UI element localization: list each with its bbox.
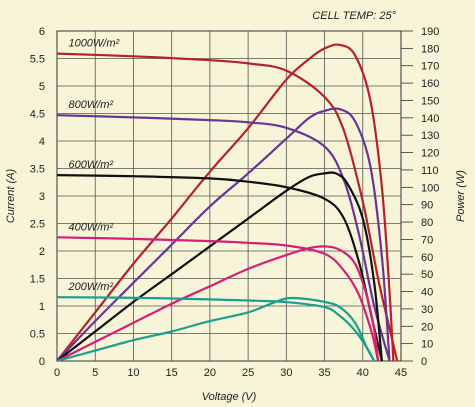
x-tick-label: 45: [395, 367, 407, 379]
tick-labels: 0 5 10 15 20 25 30 35 40 45 0 0.5 1 1.5 2 2.5 3 3.5 4 4.5 5 5…: [30, 26, 440, 379]
y-axis-right-title: Power (W): [455, 170, 467, 222]
y-right-tick-label: 20: [421, 321, 433, 333]
y-right-tick-label: 10: [421, 339, 433, 351]
y-right-tick-label: 100: [421, 182, 439, 194]
x-tick-label: 10: [127, 367, 139, 379]
y-left-tick-label: 5.5: [30, 54, 45, 66]
series-lines: [56, 43, 399, 363]
y-left-tick-label: 1.5: [30, 274, 45, 286]
y-right-tick-label: 80: [421, 217, 433, 229]
y-left-tick-label: 6: [39, 26, 45, 38]
x-tick-label: 20: [204, 367, 216, 379]
y-right-tick-label: 50: [421, 269, 433, 281]
irradiance-label: 800W/m²: [68, 99, 113, 111]
y-right-tick-label: 30: [421, 304, 433, 316]
y-right-tick-label: 40: [421, 287, 433, 299]
y-right-tick-label: 160: [421, 78, 439, 90]
x-tick-label: 40: [357, 367, 369, 379]
irradiance-label: 200W/m²: [67, 281, 113, 293]
y-axis-left-title: Current (A): [5, 168, 17, 223]
y-right-tick-label: 120: [421, 148, 439, 160]
y-left-tick-label: 4.5: [30, 109, 45, 121]
irradiance-label: 600W/m²: [68, 159, 113, 171]
y-left-tick-label: 1: [39, 301, 45, 313]
power-curve: [56, 43, 395, 362]
y-right-tick-label: 130: [421, 130, 439, 142]
y-left-tick-label: 4: [39, 136, 45, 148]
y-right-tick-label: 170: [421, 61, 439, 73]
irradiance-label: 1000W/m²: [68, 38, 119, 50]
x-tick-label: 15: [166, 367, 178, 379]
y-right-tick-label: 180: [421, 43, 439, 55]
y-right-tick-label: 90: [421, 200, 433, 212]
y-left-tick-label: 0: [39, 356, 45, 368]
power-curve: [56, 245, 380, 362]
series-labels: 1000W/m² 800W/m² 600W/m² 400W/m² 200W/m²: [67, 38, 119, 294]
y-right-tick-label: 140: [421, 113, 439, 125]
y-left-tick-label: 2: [39, 246, 45, 258]
y-right-tick-label: 110: [421, 165, 439, 177]
y-right-tick-label: 150: [421, 95, 439, 107]
x-tick-label: 35: [318, 367, 330, 379]
x-tick-label: 25: [242, 367, 254, 379]
y-right-tick-label: 70: [421, 234, 433, 246]
power-curve: [56, 107, 391, 362]
current-curve: [56, 114, 391, 362]
y-left-tick-label: 3: [39, 191, 45, 203]
grid: [57, 31, 401, 361]
y-right-tick-label: 190: [421, 26, 439, 38]
y-left-tick-label: 3.5: [30, 164, 45, 176]
cell-temp-annotation: CELL TEMP: 25°: [312, 10, 396, 22]
y-right-tick-label: 60: [421, 252, 433, 264]
current-curve: [56, 52, 399, 362]
y-right-tick-label: 0: [421, 356, 427, 368]
irradiance-label: 400W/m²: [68, 221, 113, 233]
x-axis-title: Voltage (V): [202, 391, 257, 403]
x-tick-label: 0: [54, 367, 60, 379]
current-curve: [56, 236, 380, 362]
power-curve: [56, 171, 383, 362]
x-tick-label: 30: [280, 367, 292, 379]
y-left-tick-label: 2.5: [30, 219, 45, 231]
x-tick-label: 5: [92, 367, 98, 379]
y-left-tick-label: 0.5: [30, 329, 45, 341]
current-curve: [56, 296, 376, 362]
y-left-tick-label: 5: [39, 81, 45, 93]
